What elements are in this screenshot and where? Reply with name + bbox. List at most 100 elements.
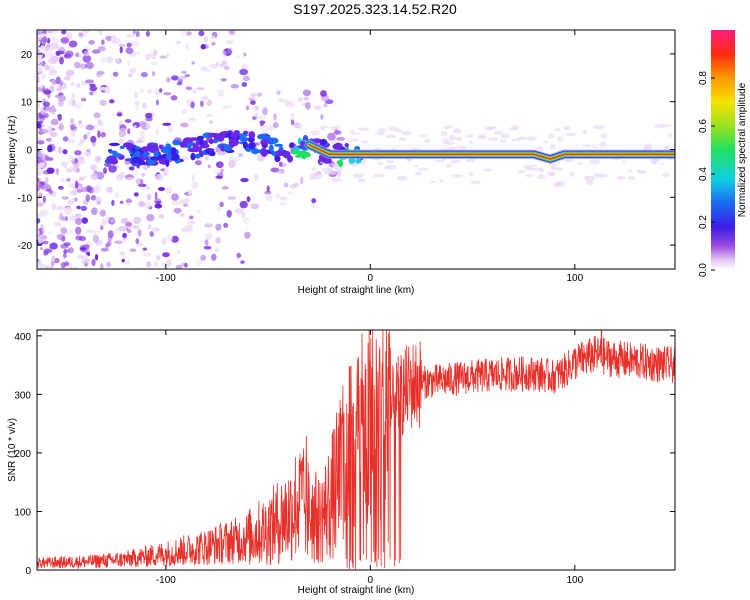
noise-blob <box>217 150 226 156</box>
noise-blob <box>129 67 137 74</box>
noise-blob <box>159 55 168 59</box>
noise-blob <box>215 61 220 67</box>
y-tick-label: 10 <box>21 98 33 109</box>
noise-blob <box>39 162 45 166</box>
colorbar-axes: 0.0 0.2 0.4 0.6 0.8 Normalized spectral ampli… <box>698 71 748 277</box>
noise-blob <box>100 247 109 252</box>
noise-blob <box>279 196 288 201</box>
noise-blob <box>41 72 46 80</box>
noise-blob <box>97 46 106 52</box>
noise-blob <box>581 144 592 147</box>
noise-blob <box>45 51 55 57</box>
noise-blob <box>413 165 419 168</box>
noise-blob <box>347 138 360 143</box>
noise-blob <box>290 112 295 121</box>
noise-blob <box>524 174 535 177</box>
noise-blob <box>221 50 227 57</box>
signal-blob <box>158 144 164 150</box>
noise-blob <box>111 112 116 117</box>
signal-blob <box>158 155 164 160</box>
noise-blob <box>119 46 123 54</box>
noise-blob <box>37 101 41 109</box>
noise-blob <box>525 136 537 141</box>
noise-blob <box>85 124 95 131</box>
noise-blob <box>133 91 139 99</box>
noise-blob <box>377 128 387 133</box>
noise-blob <box>118 226 127 232</box>
noise-blob <box>128 166 135 171</box>
noise-blob <box>328 163 339 167</box>
noise-blob <box>276 90 281 95</box>
noise-blob <box>37 34 43 40</box>
noise-blob <box>144 203 150 210</box>
noise-blob <box>195 258 203 266</box>
noise-blob <box>215 223 222 231</box>
noise-blob <box>239 68 249 76</box>
noise-blob <box>145 30 150 37</box>
noise-blob <box>198 30 205 37</box>
noise-blob <box>553 128 562 132</box>
noise-blob <box>60 161 69 167</box>
noise-blob <box>69 182 75 189</box>
noise-blob <box>336 169 342 178</box>
noise-blob <box>155 200 162 204</box>
noise-blob <box>109 218 115 223</box>
signal-blob <box>165 159 170 167</box>
signal-ridge-band <box>308 143 675 160</box>
signal-blob <box>248 131 256 139</box>
noise-blob <box>81 30 90 35</box>
y-tick-label: 300 <box>14 390 31 401</box>
noise-blob <box>47 93 51 99</box>
noise-blob <box>221 60 227 66</box>
noise-blob <box>181 156 189 160</box>
noise-blob <box>457 145 468 150</box>
noise-blob <box>52 37 60 43</box>
noise-blob <box>147 89 152 94</box>
noise-blob <box>145 122 150 130</box>
signal-blob <box>106 156 117 163</box>
noise-blob <box>205 232 213 240</box>
noise-blob <box>51 202 56 211</box>
noise-blob <box>40 185 45 190</box>
noise-blob <box>449 134 456 141</box>
noise-blob <box>241 64 249 70</box>
noise-blob <box>183 203 189 207</box>
noise-blob <box>283 182 289 188</box>
noise-blob <box>80 205 88 211</box>
noise-blob <box>114 240 123 244</box>
noise-blob <box>121 258 125 263</box>
noise-blob <box>116 113 123 117</box>
noise-blob <box>196 87 205 91</box>
noise-blob <box>500 133 510 139</box>
noise-blob <box>204 223 213 228</box>
noise-blob <box>191 61 196 65</box>
noise-blob <box>627 176 636 181</box>
noise-blob <box>310 130 320 136</box>
noise-blob <box>59 212 64 220</box>
noise-blob <box>440 131 448 137</box>
noise-blob <box>320 114 324 120</box>
noise-blob <box>488 137 499 142</box>
signal-blob <box>274 143 284 147</box>
noise-blob <box>166 234 173 242</box>
noise-blob <box>302 102 306 106</box>
noise-blob <box>226 47 233 54</box>
noise-blob <box>219 201 224 208</box>
noise-blob <box>203 245 212 250</box>
noise-blob <box>236 252 242 259</box>
noise-blob <box>200 66 209 72</box>
noise-blob <box>44 64 51 71</box>
noise-blob <box>75 235 83 241</box>
noise-blob <box>145 116 153 122</box>
noise-blob <box>39 247 43 251</box>
noise-blob <box>111 36 115 44</box>
noise-blob <box>38 177 43 182</box>
noise-blob <box>67 199 75 205</box>
noise-blob <box>37 123 42 128</box>
noise-blob <box>162 252 170 258</box>
noise-blob <box>69 248 74 252</box>
noise-blob <box>75 52 79 58</box>
noise-blob <box>155 128 159 136</box>
noise-blob <box>146 193 152 201</box>
